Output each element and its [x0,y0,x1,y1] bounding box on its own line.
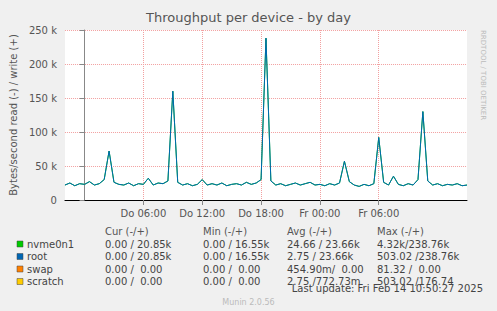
svg-text:503.02 /238.76k: 503.02 /238.76k [377,251,460,262]
svg-text:454.90m/ 0.00: 454.90m/ 0.00 [287,264,364,275]
svg-text:Throughput per device - by day: Throughput per device - by day [145,10,351,25]
svg-text:0.00 / 16.55k: 0.00 / 16.55k [203,239,270,250]
svg-text:root: root [27,251,47,262]
svg-text:2.75 / 23.66k: 2.75 / 23.66k [287,251,354,262]
svg-text:Fr 06:00: Fr 06:00 [358,208,399,219]
svg-text:0.00 / 0.00: 0.00 / 0.00 [203,264,260,275]
svg-text:RRDTOOL / TOBI OETIKER: RRDTOOL / TOBI OETIKER [479,30,487,120]
svg-text:Max (-/+): Max (-/+) [377,226,424,237]
svg-text:0.00 / 20.85k: 0.00 / 20.85k [105,251,172,262]
svg-text:Last update: Fri Feb 14 10:50:: Last update: Fri Feb 14 10:50:27 2025 [292,283,483,294]
svg-text:503.02 /176.74: 503.02 /176.74 [377,276,454,287]
svg-text:Do 12:00: Do 12:00 [179,208,225,219]
svg-text:81.32 / 0.00: 81.32 / 0.00 [377,264,441,275]
svg-text:0.00 / 16.55k: 0.00 / 16.55k [203,251,270,262]
svg-text:24.66 / 23.66k: 24.66 / 23.66k [287,239,360,250]
svg-text:50 k: 50 k [35,161,57,172]
svg-text:150 k: 150 k [29,93,57,104]
svg-text:0.00 / 0.00: 0.00 / 0.00 [105,264,162,275]
svg-text:Avg (-/+): Avg (-/+) [287,226,332,237]
svg-text:Do 18:00: Do 18:00 [238,208,284,219]
svg-text:swap: swap [27,264,53,275]
svg-text:4.32k/238.76k: 4.32k/238.76k [377,239,449,250]
svg-text:Min (-/+): Min (-/+) [203,226,247,237]
svg-text:Cur (-/+): Cur (-/+) [105,226,149,237]
svg-text:scratch: scratch [27,276,64,287]
svg-text:Munin 2.0.56: Munin 2.0.56 [222,298,274,307]
svg-text:Fr 00:00: Fr 00:00 [299,208,340,219]
svg-text:0.00 / 0.00: 0.00 / 0.00 [203,276,260,287]
svg-text:Do 06:00: Do 06:00 [120,208,166,219]
svg-text:100 k: 100 k [29,127,57,138]
svg-text:200 k: 200 k [29,59,57,70]
svg-text:250 k: 250 k [29,25,57,36]
svg-text:Bytes/second read (-) / write: Bytes/second read (-) / write (+) [8,34,19,196]
svg-text:0.00 / 0.00: 0.00 / 0.00 [105,276,162,287]
svg-text:nvme0n1: nvme0n1 [27,239,74,250]
svg-text:0.00 / 20.85k: 0.00 / 20.85k [105,239,172,250]
svg-text:0: 0 [51,195,57,206]
svg-text:2.75 /772.73m: 2.75 /772.73m [287,276,361,287]
